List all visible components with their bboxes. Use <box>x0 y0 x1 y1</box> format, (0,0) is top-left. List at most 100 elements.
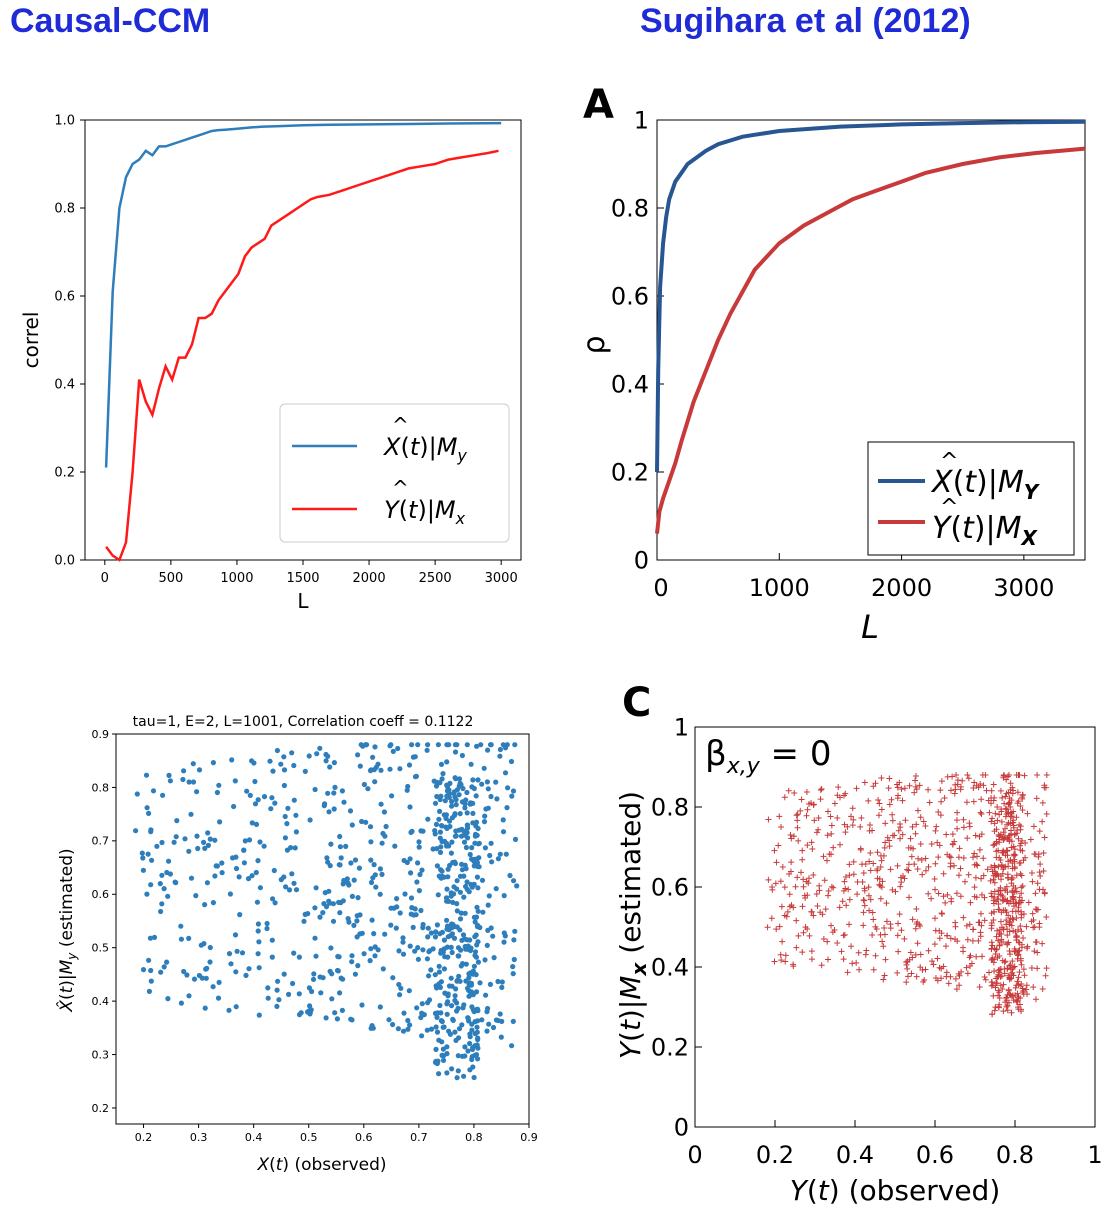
scatter-point <box>210 760 216 766</box>
scatter-point <box>345 880 351 886</box>
scatter-point <box>978 811 985 818</box>
scatter-point <box>317 745 323 751</box>
scatter-point <box>493 886 499 892</box>
scatter-point <box>178 936 184 942</box>
scatter-point <box>954 825 961 832</box>
scatter-point <box>151 934 158 941</box>
scatter-point <box>1036 869 1043 876</box>
scatter-point <box>944 891 951 898</box>
scatter-point <box>1014 949 1021 956</box>
scatter-point <box>870 966 877 973</box>
legend-box <box>279 403 510 543</box>
scatter-point <box>369 917 375 923</box>
scatter-point <box>471 914 477 920</box>
scatter-point <box>876 881 883 888</box>
scatter-point <box>1034 772 1041 778</box>
scatter-point <box>794 824 801 831</box>
scatter-point <box>1041 889 1048 896</box>
scatter-point <box>1018 890 1025 897</box>
scatter-point <box>320 910 326 916</box>
scatter-point <box>877 895 884 902</box>
scatter-point <box>836 904 843 911</box>
scatter-point <box>381 809 387 815</box>
scatter-point <box>935 890 942 897</box>
scatter-point <box>412 754 418 760</box>
scatter-point <box>861 897 868 904</box>
scatter-point <box>334 1016 340 1022</box>
scatter-point <box>425 934 431 940</box>
scatter-point <box>347 808 354 814</box>
scatter-point <box>992 984 999 991</box>
scatter-point <box>838 948 845 955</box>
scatter-point <box>917 814 924 821</box>
scatter-point <box>799 903 806 910</box>
scatter-point <box>841 878 848 885</box>
scatter-point <box>274 987 280 993</box>
scatter-point <box>820 936 827 943</box>
scatter-point <box>996 969 1003 976</box>
scatter-point <box>1010 817 1017 824</box>
scatter-point <box>1007 915 1014 922</box>
scatter-point <box>348 860 354 866</box>
scatter-point <box>380 830 386 837</box>
scatter-point <box>1010 972 1017 979</box>
scatter-point <box>999 957 1006 964</box>
scatter-point <box>453 833 459 839</box>
scatter-point <box>272 900 278 906</box>
scatter-point <box>166 858 172 864</box>
scatter-point <box>409 742 415 748</box>
scatter-point <box>510 971 516 977</box>
scatter-point <box>790 963 797 970</box>
scatter-point <box>207 944 213 951</box>
y-tick-label: 0.4 <box>651 953 689 981</box>
y-tick-label: 0.2 <box>92 1102 110 1115</box>
scatter-point <box>178 1000 184 1006</box>
x-tick-label: 0.2 <box>756 1141 794 1169</box>
scatter-point <box>771 958 778 965</box>
scatter-point <box>913 973 920 980</box>
scatter-point <box>824 808 831 815</box>
scatter-point <box>351 922 357 929</box>
scatter-point <box>475 863 481 870</box>
scatter-point <box>233 865 240 872</box>
scatter-point <box>164 959 170 965</box>
scatter-point <box>1030 984 1037 991</box>
scatter-point <box>894 932 901 939</box>
scatter-point <box>1022 854 1029 861</box>
scatter-point <box>954 809 961 816</box>
scatter-point <box>292 845 298 851</box>
scatter-point <box>464 742 470 748</box>
scatter-point <box>368 946 374 952</box>
scatter-point <box>977 781 984 788</box>
scatter-point <box>1013 933 1020 940</box>
annotation-beta: βx,y = 0 <box>705 734 832 779</box>
scatter-point <box>255 951 261 957</box>
scatter-point <box>1024 943 1031 950</box>
scatter-point <box>499 979 505 985</box>
scatter-point <box>407 1022 413 1028</box>
scatter-point <box>1037 873 1044 880</box>
scatter-point <box>842 874 849 881</box>
scatter-point <box>1023 982 1030 989</box>
scatter-point <box>397 910 403 916</box>
scatter-point <box>997 973 1004 980</box>
scatter-point <box>434 985 440 991</box>
scatter-point <box>814 903 821 910</box>
scatter-point <box>210 900 216 906</box>
scatter-point <box>296 1012 303 1018</box>
scatter-point <box>1043 914 1050 921</box>
scatter-point <box>836 841 843 848</box>
scatter-point <box>997 891 1004 898</box>
scatter-point <box>505 785 511 791</box>
scatter-point <box>886 837 893 844</box>
scatter-point <box>194 833 200 839</box>
scatter-point <box>776 923 783 930</box>
scatter-point <box>202 1005 208 1011</box>
scatter-point <box>1029 878 1036 885</box>
scatter-point <box>897 835 904 842</box>
scatter-point <box>327 764 333 770</box>
scatter-point <box>1000 849 1007 856</box>
scatter-point <box>368 857 374 863</box>
scatter-point <box>991 794 998 801</box>
scatter-point <box>1012 900 1019 907</box>
